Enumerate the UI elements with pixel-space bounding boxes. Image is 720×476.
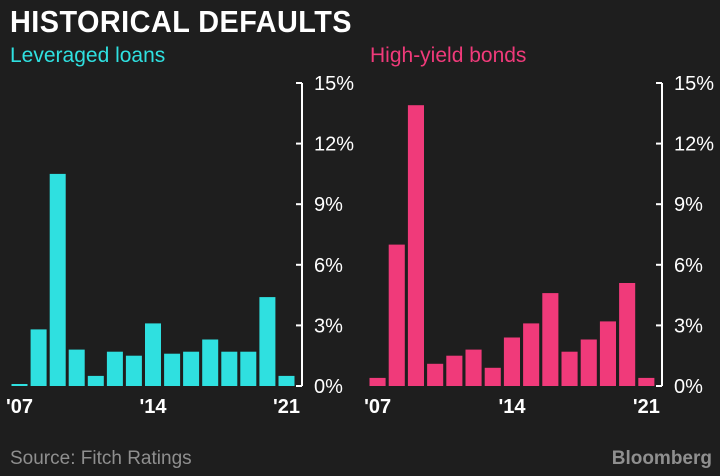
loans-bar-2016 xyxy=(183,351,200,386)
bloomberg-logo: Bloomberg xyxy=(611,448,712,469)
loans-bar-2013 xyxy=(125,355,142,386)
bonds-bar-2009 xyxy=(407,105,424,386)
bonds-x-tick-label: '14 xyxy=(498,396,526,418)
chart-title: HISTORICAL DEFAULTS xyxy=(10,4,353,39)
bonds-y-tick-label: 6% xyxy=(674,255,703,277)
loans-bar-2021 xyxy=(278,375,295,386)
loans-bar-2018 xyxy=(221,351,238,386)
bonds-y-tick-label: 9% xyxy=(674,194,703,216)
bonds-x-tick-label: '07 xyxy=(364,396,391,418)
right-panel-title: High-yield bonds xyxy=(370,44,527,67)
loans-x-tick-label: '07 xyxy=(6,396,33,418)
bonds-bar-2007 xyxy=(369,377,386,386)
loans-bar-2014 xyxy=(145,323,161,386)
bonds-y-tick-label: 12% xyxy=(674,134,714,156)
bonds-bar-2011 xyxy=(446,355,463,386)
bonds-bar-2017 xyxy=(561,351,578,386)
bonds-x-tick-label: '21 xyxy=(633,396,660,418)
loans-bar-2011 xyxy=(87,375,104,386)
loans-bar-2010 xyxy=(68,349,85,386)
bonds-bar-2012 xyxy=(465,349,482,386)
bonds-bar-2015 xyxy=(523,323,540,386)
loans-y-tick-label: 12% xyxy=(314,134,354,156)
loans-y-tick-label: 0% xyxy=(314,376,343,398)
source-note: Source: Fitch Ratings xyxy=(10,448,192,469)
bonds-bar-2008 xyxy=(388,244,405,386)
bonds-bar-2020 xyxy=(619,283,636,386)
bonds-bar-2013 xyxy=(484,367,501,386)
bonds-y-tick-label: 0% xyxy=(674,376,703,398)
bonds-y-tick-label: 3% xyxy=(674,315,703,337)
loans-x-tick-label: '14 xyxy=(139,396,167,418)
loans-y-tick-label: 6% xyxy=(314,255,343,277)
loans-bar-2015 xyxy=(164,353,181,386)
bonds-bar-2018 xyxy=(580,339,597,386)
left-panel-title: Leveraged loans xyxy=(10,44,166,67)
loans-x-tick-label: '21 xyxy=(273,396,300,418)
loans-bar-2019 xyxy=(240,351,257,386)
loans-y-tick-label: 15% xyxy=(314,73,354,95)
bonds-bar-2021 xyxy=(638,377,655,386)
loans-bar-2009 xyxy=(49,173,66,386)
loans-bar-2020 xyxy=(259,297,276,386)
loans-bar-2017 xyxy=(202,339,219,386)
bonds-bar-2016 xyxy=(542,293,559,386)
bonds-bar-2019 xyxy=(599,321,616,386)
loans-bar-2008 xyxy=(30,329,47,386)
loans-y-tick-label: 9% xyxy=(314,194,343,216)
loans-bar-2007 xyxy=(11,384,28,386)
bonds-bar-2014 xyxy=(503,337,520,386)
bonds-y-tick-label: 15% xyxy=(674,73,714,95)
loans-bar-2012 xyxy=(106,351,123,386)
loans-y-tick-label: 3% xyxy=(314,315,343,337)
bonds-bar-2010 xyxy=(427,363,444,386)
